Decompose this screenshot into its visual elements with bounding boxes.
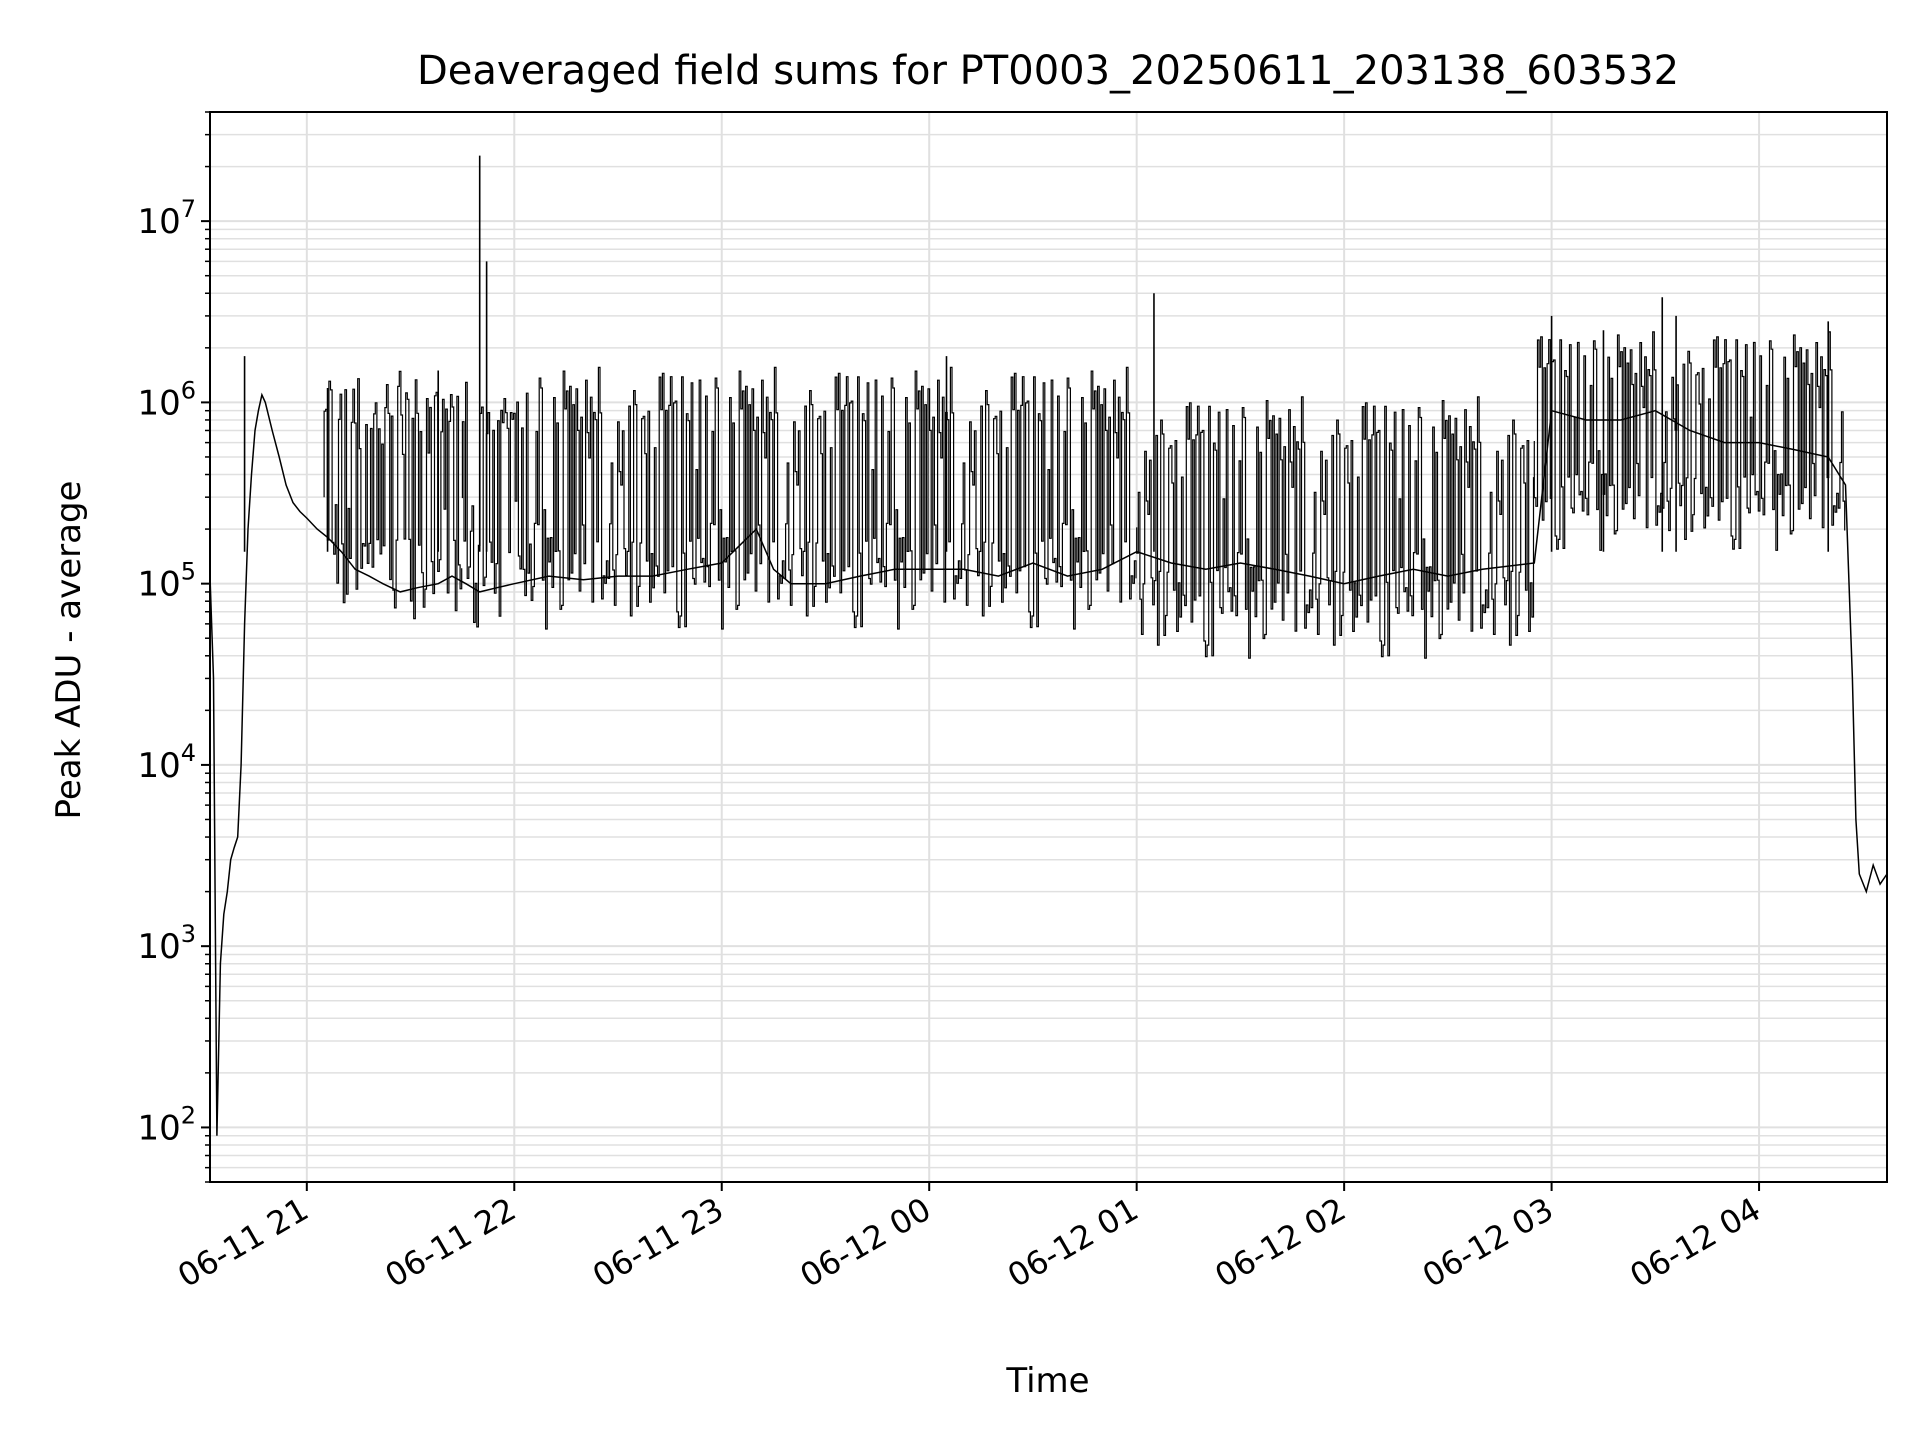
y-axis-label: Peak ADU - average (49, 481, 89, 820)
band-oscillation (461, 366, 1137, 630)
y-tick-label: 105 (137, 558, 196, 605)
y-tick-label: 104 (137, 739, 196, 786)
plot-frame (209, 111, 1888, 1183)
chart-title: Deaveraged field sums for PT0003_2025061… (417, 48, 1679, 94)
y-tick-label: 107 (137, 195, 196, 242)
band-oscillation (1136, 396, 1535, 659)
y-tick-label: 103 (137, 920, 196, 967)
data-series (209, 155, 1888, 1136)
x-axis-label: Time (1005, 1361, 1089, 1401)
band-oscillation (1533, 331, 1846, 551)
band-oscillation (323, 370, 463, 620)
y-tick-label: 102 (137, 1101, 196, 1148)
y-tick-label: 106 (137, 376, 196, 423)
series-line (209, 392, 1888, 1136)
